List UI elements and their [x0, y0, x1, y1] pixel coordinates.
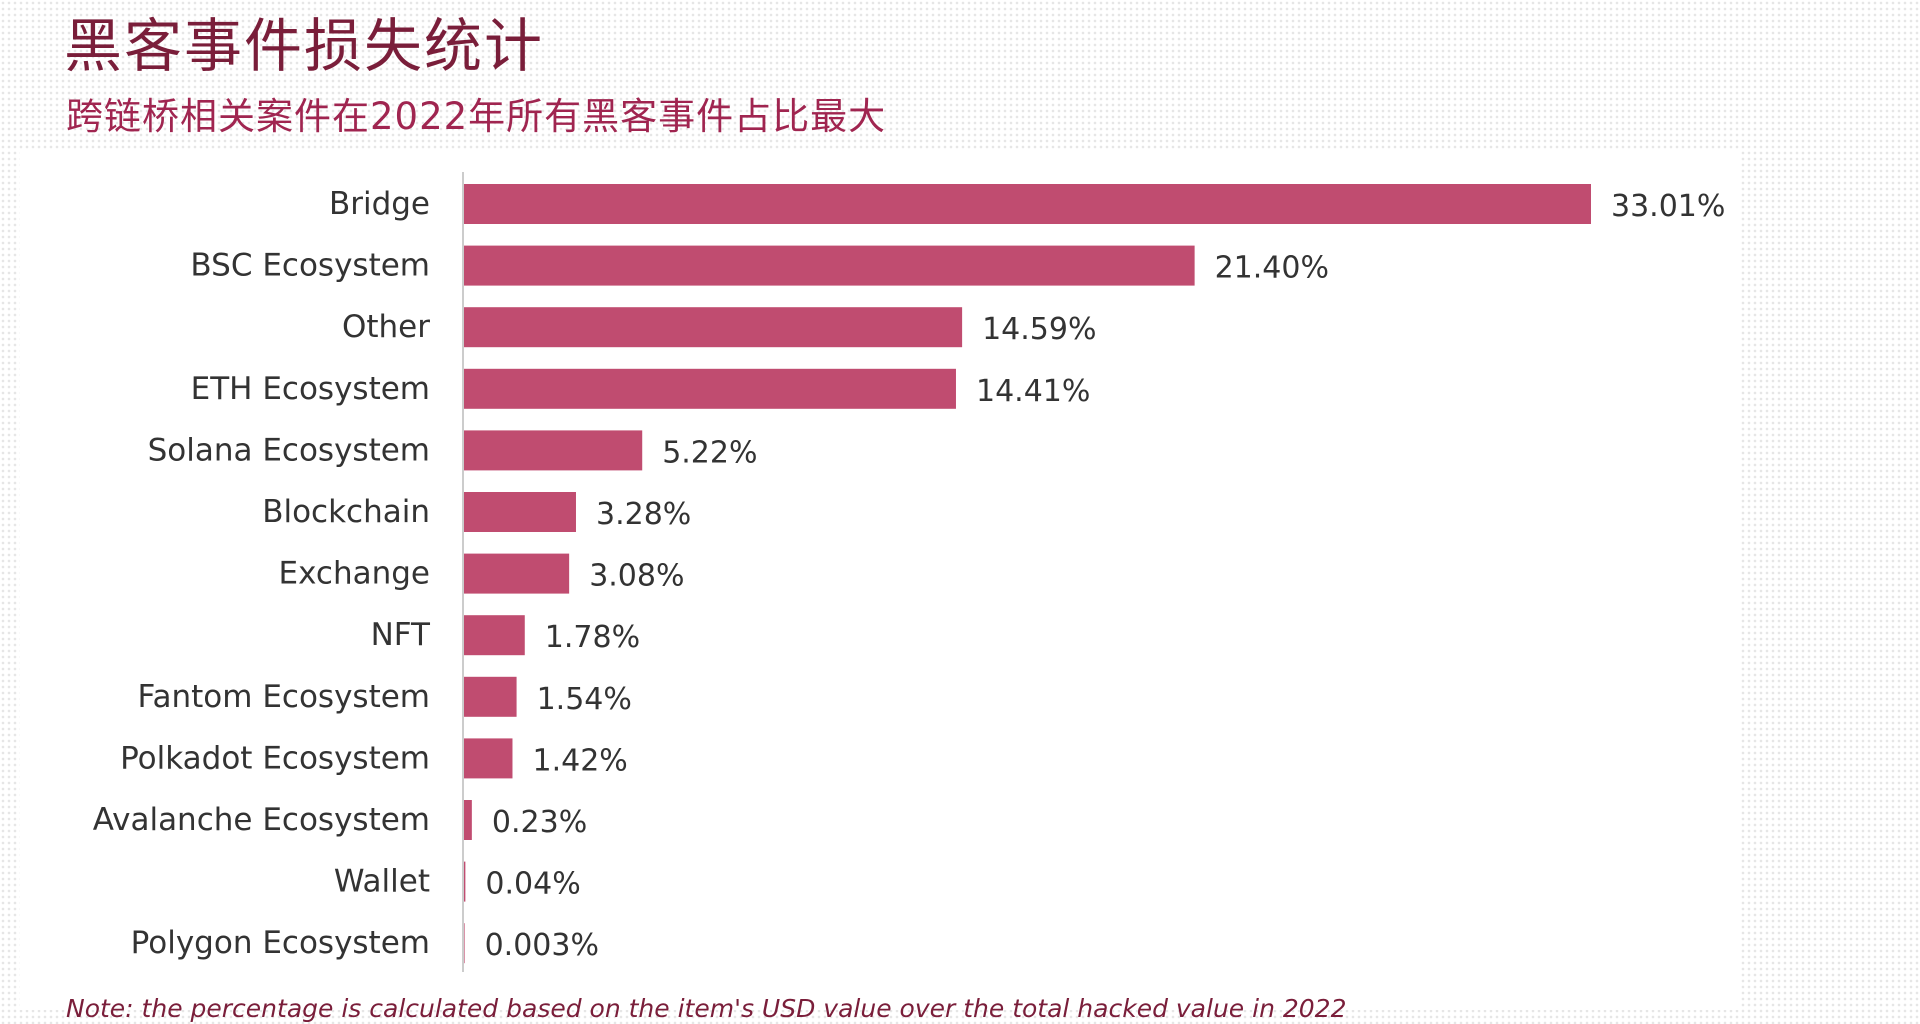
bar-solana-ecosystem [464, 430, 643, 471]
bar-blockchain [464, 492, 576, 532]
footnote: Note: the percentage is calculated based… [66, 994, 1347, 1023]
value-label: 14.59% [982, 312, 1096, 347]
category-label: BSC Ecosystem [190, 248, 430, 284]
value-label: 1.78% [545, 620, 640, 655]
value-label: 3.08% [589, 559, 684, 594]
chart-panel [20, 150, 1740, 1010]
bar-exchange [464, 553, 570, 594]
category-label: Wallet [334, 864, 430, 900]
value-label: 3.28% [596, 497, 691, 532]
category-label: Polygon Ecosystem [131, 925, 430, 961]
value-label: 14.41% [976, 374, 1090, 409]
value-label: 21.40% [1215, 251, 1329, 286]
bar-wallet [464, 861, 466, 902]
bar-polygon-ecosystem [464, 923, 465, 964]
category-labels-group: Bridge BSC Ecosystem Other ETH Ecosystem Sol… [93, 186, 431, 961]
bar-other [464, 307, 963, 348]
category-label: Polkadot Ecosystem [120, 740, 430, 776]
value-label: 1.42% [533, 743, 628, 778]
value-labels-group: 33.01% 21.40% 14.59% 14.41% 5.22% 3.28% 3.08% 1… [485, 189, 1726, 963]
category-label: Exchange [279, 556, 430, 592]
value-label: 0.23% [492, 805, 587, 840]
bar-bsc-ecosystem [464, 245, 1195, 286]
page-title: 黑客事件损失统计 [64, 12, 545, 80]
category-label: Other [342, 309, 430, 345]
bar-avalanche-ecosystem [464, 800, 472, 840]
value-label: 33.01% [1611, 189, 1725, 224]
category-label: Fantom Ecosystem [138, 679, 430, 715]
bar-polkadot-ecosystem [464, 738, 513, 779]
value-label: 1.54% [537, 682, 632, 717]
category-label: Blockchain [262, 494, 430, 530]
category-label: ETH Ecosystem [191, 371, 430, 407]
bar-fantom-ecosystem [464, 676, 517, 717]
bar-bridge [464, 184, 1591, 224]
category-label: Bridge [329, 186, 430, 222]
bar-nft [464, 615, 525, 656]
category-label: Avalanche Ecosystem [93, 802, 430, 838]
bars-group [464, 184, 1591, 964]
page-subtitle: 跨链桥相关案件在2022年所有黑客事件占比最大 [66, 95, 887, 138]
bar-eth-ecosystem [464, 368, 956, 409]
category-label: Solana Ecosystem [148, 432, 430, 468]
category-label: NFT [371, 617, 431, 653]
value-label: 0.003% [485, 928, 599, 963]
value-label: 5.22% [662, 435, 757, 470]
value-label: 0.04% [485, 867, 580, 902]
